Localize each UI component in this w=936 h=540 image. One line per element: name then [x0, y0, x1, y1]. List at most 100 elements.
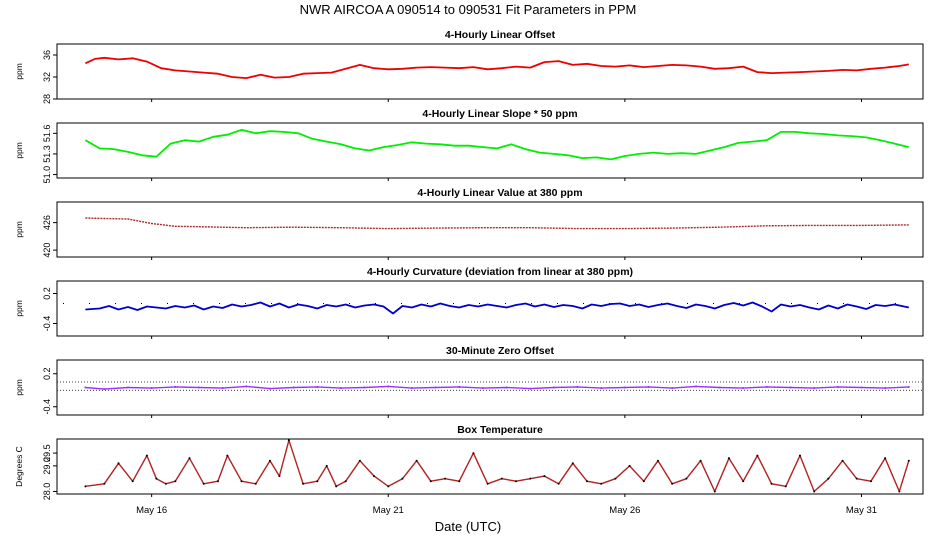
data-point	[813, 490, 816, 493]
data-point	[325, 464, 328, 467]
data-point	[197, 386, 200, 389]
data-point	[718, 386, 721, 389]
data-point	[287, 439, 290, 442]
data-point	[623, 386, 626, 389]
panel-title-offset: 4-Hourly Linear Offset	[445, 29, 556, 41]
data-point	[727, 457, 730, 460]
data-point	[898, 490, 901, 493]
data-point	[515, 480, 518, 483]
y-tick-label: 420	[42, 243, 52, 258]
data-point	[164, 482, 167, 485]
plot-frame-slope	[56, 122, 924, 179]
panel-zero: 30-Minute Zero Offset ppm -0.4 0.2	[14, 345, 924, 418]
data-point	[557, 482, 560, 485]
y-axis-label-offset: ppm	[14, 63, 24, 80]
y-ticks-zero: -0.4 0.2	[42, 367, 57, 415]
data-point	[387, 485, 390, 488]
data-point	[642, 480, 645, 483]
y-ticks-temperature: 28.0 29.029.5	[42, 444, 57, 500]
data-point	[316, 385, 319, 388]
y-tick-label: 28	[42, 94, 52, 104]
data-point	[410, 387, 413, 390]
data-point	[756, 454, 759, 457]
data-point	[907, 459, 910, 462]
y-tick-label: 51.0	[42, 166, 52, 184]
data-point	[699, 459, 702, 462]
y-ticks-slope: 51.0 51.3 51.6	[42, 125, 57, 184]
data-point	[576, 385, 579, 388]
data-point	[481, 387, 484, 390]
data-point	[784, 485, 787, 488]
x-axis-title: Date (UTC)	[435, 519, 501, 534]
panel-title-slope: 4-Hourly Linear Slope * 50 ppm	[422, 108, 577, 120]
data-point	[671, 387, 674, 390]
data-point	[387, 385, 390, 388]
y-tick-label: 29.5	[42, 444, 52, 462]
data-point	[335, 485, 338, 488]
data-point	[884, 387, 887, 390]
x-axis: May 16 May 21 May 26 May 31	[136, 505, 877, 516]
panel-curvature: 4-Hourly Curvature (deviation from linea…	[14, 266, 924, 339]
data-point	[813, 387, 816, 390]
data-point	[268, 459, 271, 462]
series-line-offset	[85, 56, 909, 79]
data-point	[155, 477, 158, 480]
data-point	[600, 387, 603, 390]
y-axis-label-slope: ppm	[14, 142, 24, 159]
data-point	[84, 485, 87, 488]
data-point	[429, 480, 432, 483]
panel-title-value380: 4-Hourly Linear Value at 380 ppm	[417, 187, 582, 199]
x-tick-label: May 21	[373, 505, 404, 516]
data-point	[363, 386, 366, 389]
y-tick-label: 32	[42, 72, 52, 82]
data-point	[188, 457, 191, 460]
data-point	[836, 385, 839, 388]
data-point	[472, 452, 475, 455]
data-point	[103, 388, 106, 391]
data-point	[543, 475, 546, 478]
data-point	[302, 482, 305, 485]
y-ticks-curvature: -0.4 0.2	[42, 287, 57, 331]
data-point	[529, 387, 532, 390]
data-point	[344, 480, 347, 483]
series-temperature	[84, 439, 910, 497]
y-tick-label: -0.4	[42, 399, 52, 415]
data-point	[145, 454, 148, 457]
data-point	[458, 480, 461, 483]
data-point	[869, 480, 872, 483]
data-point	[713, 490, 716, 493]
plot-frame-value380	[56, 201, 924, 258]
data-point	[628, 464, 631, 467]
data-point	[486, 482, 489, 485]
data-point	[458, 385, 461, 388]
figure-title: NWR AIRCOA A 090514 to 090531 Fit Parame…	[300, 2, 637, 17]
series-line-slope	[84, 128, 910, 161]
y-tick-label: 51.3	[42, 145, 52, 163]
y-axis-label-temperature: Degrees C	[14, 446, 24, 487]
data-point	[742, 480, 745, 483]
data-point	[656, 459, 659, 462]
data-point	[685, 477, 688, 480]
y-axis-label-zero: ppm	[14, 379, 24, 396]
series-value380	[85, 217, 909, 260]
data-point	[401, 477, 404, 480]
series-line-curvature	[85, 301, 909, 315]
plot-frame-curvature	[56, 280, 924, 337]
y-tick-label: 426	[42, 215, 52, 230]
data-point	[358, 459, 361, 462]
data-point	[614, 477, 617, 480]
data-point	[240, 480, 243, 483]
series-line-value380	[85, 217, 909, 230]
data-point	[855, 477, 858, 480]
data-point	[444, 477, 447, 480]
data-point	[742, 387, 745, 390]
panel-offset: 4-Hourly Linear Offset ppm 28 32 36	[14, 29, 924, 104]
data-point	[841, 459, 844, 462]
y-tick-label: 29.0	[42, 457, 52, 475]
data-point	[278, 475, 281, 478]
data-point	[571, 462, 574, 465]
data-point	[415, 459, 418, 462]
panel-value380: 4-Hourly Linear Value at 380 ppm ppm 420…	[14, 187, 924, 260]
data-point	[500, 477, 503, 480]
data-point	[552, 386, 555, 389]
